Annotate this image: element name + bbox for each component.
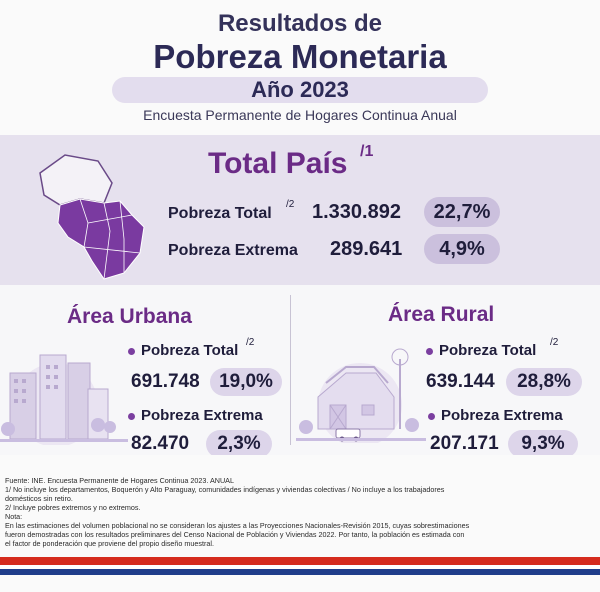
total-pais-section: Total País /1 Pobreza Total /2 1.330.892…	[0, 135, 600, 285]
nota-text-3: el factor de ponderación que proviene de…	[5, 539, 214, 548]
rural-pobreza-total-pct: 28,8%	[506, 368, 582, 396]
urbana-pobreza-total-text: Pobreza Total	[141, 342, 239, 359]
urbana-pobreza-total-value: 691.748	[131, 371, 200, 392]
total-pobreza-extrema-pct: 4,9%	[424, 234, 500, 264]
total-pobreza-total-sup: /2	[286, 199, 295, 210]
source-note: Fuente: INE. Encuesta Permanente de Hoga…	[5, 476, 234, 485]
rural-pobreza-total-value: 639.144	[426, 371, 495, 392]
bullet-icon	[128, 412, 135, 420]
rural-pobreza-extrema-value: 207.171	[430, 433, 499, 454]
footer-notes: Fuente: INE. Encuesta Permanente de Hoga…	[0, 455, 600, 555]
subtitle: Encuesta Permanente de Hogares Continua …	[143, 107, 457, 123]
note-2: 2/ Incluye pobres extremos y no extremos…	[5, 503, 141, 512]
page-title: Pobreza Monetaria	[153, 38, 447, 75]
bullet-icon	[428, 412, 435, 420]
rural-pobreza-extrema-pct: 9,3%	[508, 430, 578, 458]
year-label: Año 2023	[251, 77, 349, 102]
rural-pobreza-total-sup: /2	[550, 337, 559, 348]
total-pobreza-extrema-label: Pobreza Extrema	[168, 242, 298, 259]
total-pais-sup: /1	[360, 143, 374, 160]
header: Resultados de Pobreza Monetaria Año 2023…	[0, 0, 600, 135]
flag-stripe-white	[0, 565, 600, 569]
total-pobreza-total-label: Pobreza Total	[168, 205, 272, 222]
rural-pobreza-extrema-label: Pobreza Extrema	[428, 407, 563, 424]
urbana-pobreza-extrema-pct: 2,3%	[206, 430, 272, 458]
farm-illustration-icon	[296, 348, 426, 443]
rural-pobreza-total-label: Pobreza Total	[426, 342, 536, 359]
area-rural-title: Área Rural	[388, 303, 495, 326]
nota-label: Nota:	[5, 512, 23, 521]
note-1b: domésticos sin retiro.	[5, 494, 73, 503]
urbana-pobreza-extrema-text: Pobreza Extrema	[141, 407, 263, 424]
urbana-pobreza-extrema-value: 82.470	[131, 433, 190, 454]
year-pill	[112, 77, 488, 103]
nota-text-2: fueron demostradas con los resultados pr…	[5, 530, 465, 539]
note-1: 1/ No incluye los departamentos, Boqueró…	[5, 485, 445, 494]
bullet-icon	[426, 347, 433, 355]
area-urbana-title: Área Urbana	[67, 305, 192, 328]
urbana-pobreza-total-label: Pobreza Total	[128, 342, 238, 359]
flag-stripe-blue	[0, 569, 600, 575]
total-pobreza-extrema-value: 289.641	[330, 238, 403, 260]
rural-pobreza-total-text: Pobreza Total	[439, 342, 537, 359]
total-pais-title: Total País	[208, 147, 348, 180]
paraguay-map-icon	[39, 154, 145, 280]
rural-pobreza-extrema-text: Pobreza Extrema	[441, 407, 563, 424]
total-pobreza-total-value: 1.330.892	[312, 201, 401, 223]
urbana-pobreza-total-pct: 19,0%	[210, 368, 282, 396]
urbana-pobreza-extrema-label: Pobreza Extrema	[128, 407, 263, 424]
flag-stripe-red	[0, 557, 600, 565]
nota-text-1: En las estimaciones del volumen poblacio…	[5, 521, 470, 530]
urbana-pobreza-total-sup: /2	[246, 337, 255, 348]
bullet-icon	[128, 347, 135, 355]
title-top: Resultados de	[217, 10, 383, 37]
city-illustration-icon	[0, 354, 128, 445]
total-pobreza-total-pct: 22,7%	[424, 197, 500, 227]
divider	[290, 295, 291, 445]
areas-section: Área Urbana Pobreza Total /2 691.748 19,…	[0, 285, 600, 458]
